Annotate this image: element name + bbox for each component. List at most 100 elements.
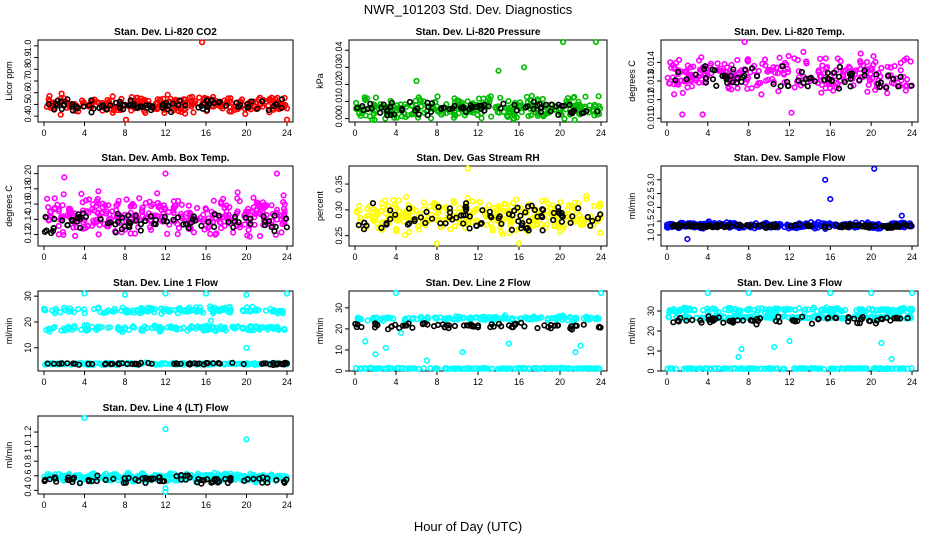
data-point	[779, 63, 786, 70]
data-point	[764, 76, 772, 83]
data-point	[388, 323, 395, 330]
data-point	[278, 96, 286, 103]
data-point	[61, 174, 68, 181]
data-point	[816, 73, 824, 80]
data-point	[198, 39, 206, 46]
data-point	[811, 78, 819, 85]
data-point	[495, 203, 502, 210]
data-point	[81, 310, 88, 317]
data-point	[791, 84, 798, 91]
data-point	[228, 99, 235, 106]
data-point	[90, 219, 97, 227]
data-point	[528, 92, 535, 99]
data-point	[511, 101, 518, 108]
data-point	[462, 206, 470, 213]
y-tick-label: 1.0	[646, 229, 656, 242]
data-point	[525, 218, 533, 225]
data-point	[856, 76, 863, 84]
data-point	[460, 212, 467, 219]
data-point	[406, 205, 413, 212]
y-tick-label: 0	[334, 368, 344, 373]
data-point	[60, 231, 67, 238]
data-point	[398, 105, 406, 112]
figure-title: NWR_101203 Std. Dev. Diagnostics	[364, 2, 573, 17]
data-point	[513, 196, 520, 203]
data-point	[897, 67, 904, 74]
data-point	[582, 93, 589, 100]
data-point	[573, 322, 580, 329]
data-point	[283, 290, 291, 297]
y-tick-label: 0.012	[646, 88, 656, 111]
data-point	[272, 101, 280, 108]
data-point	[835, 73, 843, 80]
data-point	[182, 102, 189, 109]
x-tick-label: 24	[596, 252, 606, 262]
data-point	[423, 208, 430, 215]
data-point	[378, 104, 385, 111]
data-point	[542, 110, 549, 118]
data-point	[476, 198, 483, 206]
data-point	[859, 62, 867, 69]
data-point	[283, 215, 290, 222]
data-point	[539, 206, 546, 213]
data-point	[569, 213, 576, 220]
data-point	[559, 38, 567, 46]
data-point	[203, 97, 210, 104]
data-point	[442, 220, 449, 227]
data-point	[242, 110, 249, 118]
data-point	[248, 98, 255, 105]
data-point	[273, 206, 281, 213]
data-point	[362, 338, 369, 345]
data-point	[675, 318, 682, 325]
data-point	[583, 196, 590, 203]
data-point	[279, 220, 286, 228]
data-point	[364, 317, 371, 324]
x-tick-label: 12	[160, 377, 170, 387]
data-point	[785, 52, 792, 60]
data-point	[466, 213, 473, 220]
data-point	[51, 215, 58, 223]
data-point	[381, 197, 389, 204]
data-point	[776, 54, 783, 61]
data-point	[815, 67, 822, 74]
y-tick-label: 20	[646, 326, 656, 336]
data-point	[162, 170, 169, 177]
data-point	[160, 217, 167, 224]
data-point	[413, 77, 420, 85]
data-point	[137, 221, 144, 228]
data-point	[135, 104, 142, 111]
data-point	[498, 220, 505, 227]
x-tick-label: 24	[282, 377, 292, 387]
data-point	[579, 216, 586, 223]
data-point	[234, 189, 241, 196]
data-point	[589, 217, 596, 224]
data-point	[388, 365, 395, 372]
data-point	[387, 111, 395, 118]
data-point	[370, 110, 377, 117]
data-point	[734, 56, 741, 64]
data-point	[168, 108, 175, 116]
data-point	[575, 211, 583, 218]
data-point	[370, 205, 377, 213]
data-point	[88, 109, 95, 116]
y-tick-label: 0.8	[23, 63, 33, 76]
data-point	[772, 69, 779, 76]
data-point	[261, 222, 269, 229]
data-point	[837, 57, 844, 65]
data-point	[545, 214, 552, 221]
data-point	[885, 72, 892, 79]
data-point	[81, 414, 88, 422]
data-point	[426, 203, 433, 210]
data-point	[243, 344, 250, 351]
data-point	[558, 209, 565, 217]
data-point	[884, 90, 891, 97]
data-point	[510, 199, 517, 206]
data-point	[531, 206, 538, 214]
data-point	[500, 100, 507, 107]
data-point	[692, 77, 700, 84]
data-point	[45, 100, 52, 108]
data-point	[714, 60, 721, 67]
data-point	[461, 314, 468, 322]
data-point	[584, 213, 591, 221]
